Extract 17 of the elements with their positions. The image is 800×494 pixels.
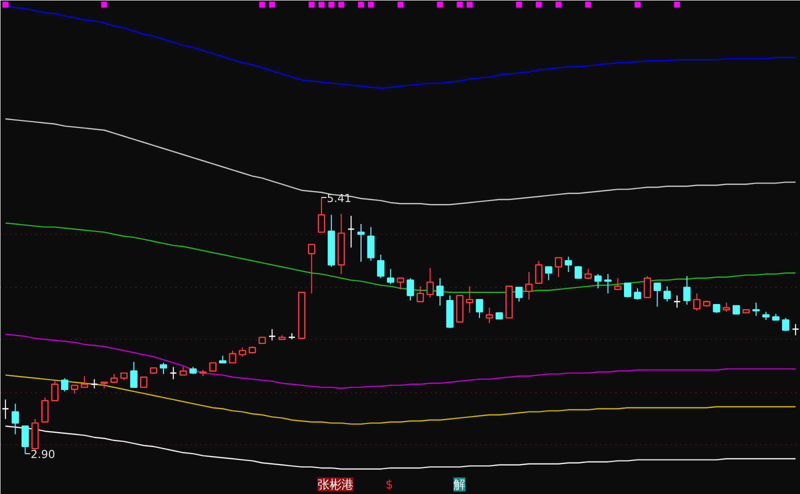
candlestick	[525, 271, 533, 300]
candlestick	[2, 399, 10, 420]
candlestick	[436, 278, 444, 306]
annotation: 张彬港	[317, 478, 354, 492]
candlestick	[604, 274, 612, 294]
candlestick	[752, 302, 760, 316]
candlestick	[347, 215, 355, 248]
annotation: 5.41	[326, 192, 352, 205]
candlestick	[357, 224, 365, 262]
annotation: $	[385, 478, 394, 492]
candlestick	[792, 324, 800, 336]
candlestick	[12, 403, 19, 435]
annotation: 解	[453, 478, 466, 492]
candlestick	[466, 286, 474, 314]
annotation: 2.90	[30, 448, 56, 462]
candlestick	[338, 213, 345, 275]
candlestick	[486, 307, 494, 324]
